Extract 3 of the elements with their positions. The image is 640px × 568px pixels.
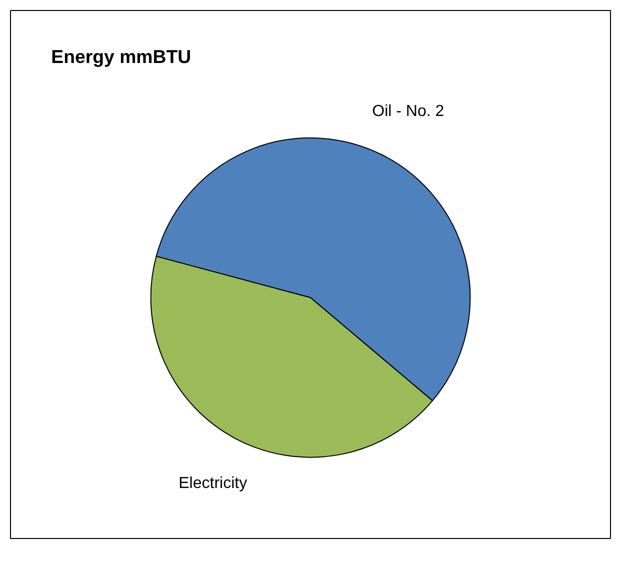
slice-label: Oil - No. 2 [372, 103, 444, 120]
slice-label: Electricity [178, 475, 248, 492]
chart-title: Energy mmBTU [51, 46, 192, 68]
